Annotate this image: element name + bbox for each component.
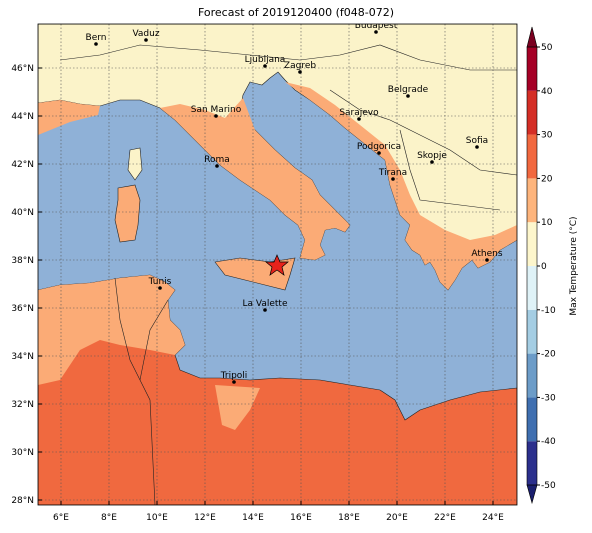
city-dot xyxy=(263,308,267,312)
land-warm-balkans xyxy=(285,82,517,290)
city-label: La Valette xyxy=(243,299,288,309)
lat-label: 30°N xyxy=(11,448,34,458)
country-border xyxy=(139,299,169,381)
city-label: Sofia xyxy=(466,136,488,146)
lon-label: 18°E xyxy=(338,513,360,523)
city-label: Zagreb xyxy=(284,61,316,71)
city-dot xyxy=(374,30,378,34)
lat-label: 38°N xyxy=(11,256,34,266)
city-dot xyxy=(485,258,489,262)
colorbar-segment xyxy=(527,47,537,91)
lon-label: 22°E xyxy=(434,513,456,523)
lon-label: 16°E xyxy=(290,513,312,523)
colorbar-tick-label: -40 xyxy=(541,437,556,447)
lon-label: 14°E xyxy=(242,513,264,523)
colorbar-tick-label: -30 xyxy=(541,393,556,403)
city-label: Budapest xyxy=(355,21,398,31)
city-label: Belgrade xyxy=(388,85,429,95)
africa-warm-coast xyxy=(38,275,185,385)
city-label: Athens xyxy=(471,249,502,259)
colorbar-segment xyxy=(527,441,537,485)
lat-label: 46°N xyxy=(11,64,34,74)
axes: 6°E 8°E 10°E 12°E 14°E 16°E 18°E 20°E 22°E 24°E 28… xyxy=(11,64,504,523)
colorbar-extend-over xyxy=(526,26,538,48)
colorbar-segment xyxy=(527,353,537,398)
colorbar-tick-label: 10 xyxy=(541,218,553,228)
city-label: Ljubljana xyxy=(245,55,286,65)
city-dot xyxy=(263,64,267,68)
colorbar-segment xyxy=(527,309,537,354)
lon-label: 12°E xyxy=(194,513,216,523)
lat-label: 42°N xyxy=(11,160,34,170)
country-border xyxy=(59,44,517,71)
city-label: San Marino xyxy=(191,105,242,115)
city-dot xyxy=(391,177,395,181)
colorbar-segment xyxy=(527,134,537,179)
city-label: Podgorica xyxy=(357,142,401,152)
land-warm-west xyxy=(38,100,100,135)
colorbar-extend-under xyxy=(526,484,538,505)
city-dot xyxy=(214,114,218,118)
city-dot xyxy=(232,380,236,384)
city-label: Bern xyxy=(86,33,107,43)
city-label: Tunis xyxy=(148,277,172,287)
city-dot xyxy=(475,145,479,149)
country-border xyxy=(114,277,156,505)
colorbar-segment xyxy=(527,266,537,310)
corsica xyxy=(127,147,143,181)
city-label: Tripoli xyxy=(220,371,248,381)
lon-label: 20°E xyxy=(386,513,408,523)
city-label: Vaduz xyxy=(132,29,159,39)
grid xyxy=(38,24,517,505)
city-label: Skopje xyxy=(417,151,447,161)
colorbar-tick-label: 0 xyxy=(541,262,547,272)
colorbar-tick-label: 30 xyxy=(541,131,553,141)
lat-label: 36°N xyxy=(11,304,34,314)
city-label: Tirana xyxy=(378,168,407,178)
colorbar-segment xyxy=(527,90,537,135)
colorbar: -50 -40 -30 -20 -10 0 10 20 30 40 50 xyxy=(526,26,556,505)
lon-label: 10°E xyxy=(146,513,168,523)
country-border xyxy=(399,129,501,211)
colorbar-segment xyxy=(527,222,537,266)
colorbar-segment xyxy=(527,178,537,223)
lon-label: 24°E xyxy=(482,513,504,523)
lat-label: 40°N xyxy=(11,208,34,218)
land-warm-italy xyxy=(160,98,350,260)
sardinia xyxy=(114,184,141,243)
city-label: Sarajevo xyxy=(339,108,379,118)
star-marker xyxy=(265,254,289,276)
city-dot xyxy=(144,38,148,42)
city-dot xyxy=(298,70,302,74)
colorbar-tick-label: 20 xyxy=(541,174,553,184)
colorbar-tick-label: -10 xyxy=(541,306,556,316)
city-label: Roma xyxy=(204,155,230,165)
lat-label: 32°N xyxy=(11,400,34,410)
city-dot xyxy=(215,164,219,168)
colorbar-tick-label: 50 xyxy=(541,43,553,53)
lat-label: 34°N xyxy=(11,352,34,362)
city-dot xyxy=(158,286,162,290)
city-dot xyxy=(377,151,381,155)
africa-warm-patch xyxy=(215,385,260,430)
lon-label: 8°E xyxy=(101,513,117,523)
map-frame xyxy=(37,23,518,506)
colorbar-label: Max Temperature (°C) xyxy=(569,216,579,315)
lon-label: 6°E xyxy=(53,513,69,523)
city-dot xyxy=(430,160,434,164)
country-border xyxy=(329,89,517,176)
colorbar-tick-label: -20 xyxy=(541,350,556,360)
lat-label: 28°N xyxy=(11,496,34,506)
colorbar-tick-label: 40 xyxy=(541,87,553,97)
city-dot xyxy=(406,94,410,98)
lat-label: 44°N xyxy=(11,112,34,122)
city-dot xyxy=(357,117,361,121)
colorbar-segment xyxy=(527,397,537,442)
title: Forecast of 2019120400 (f048-072) xyxy=(198,6,394,19)
city-dot xyxy=(94,42,98,46)
colorbar-tick-label: -50 xyxy=(541,481,556,491)
